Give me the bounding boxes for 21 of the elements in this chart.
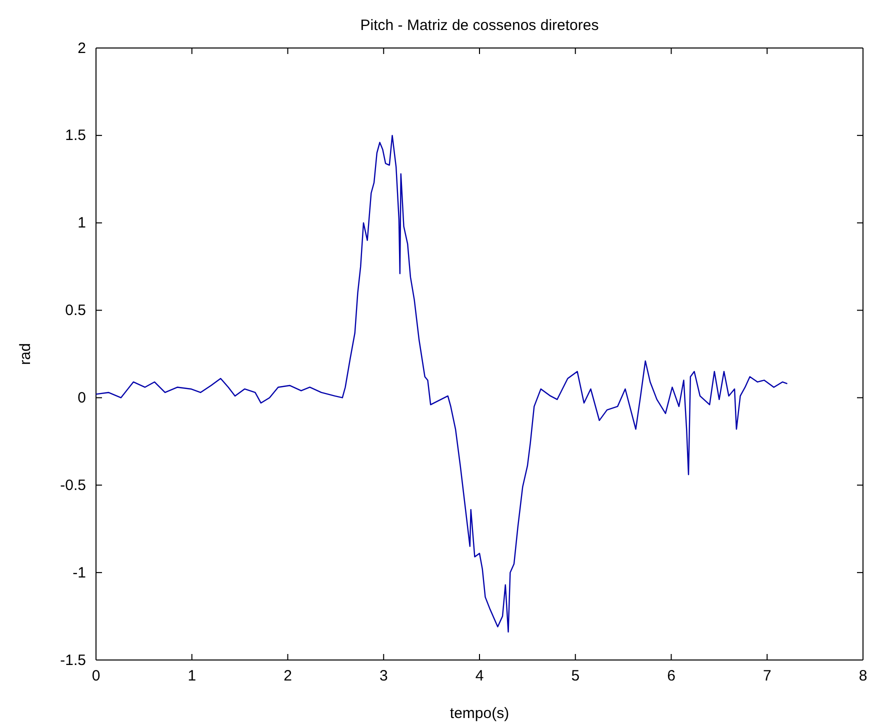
x-tick-label: 7	[762, 668, 772, 685]
x-tick-label: 3	[379, 668, 388, 685]
x-tick-label: 8	[858, 668, 868, 685]
y-tick-label: 0.5	[65, 302, 86, 320]
x-tick-label: 5	[571, 668, 580, 685]
x-tick-label: 6	[667, 668, 676, 685]
x-tick-label: 1	[188, 668, 196, 685]
y-tick-label: 1.5	[65, 127, 86, 144]
y-tick-label: 2	[78, 40, 86, 57]
line-series	[95, 134, 788, 633]
chart-title: Pitch - Matriz de cossenos diretores	[360, 17, 599, 34]
y-tick-label: -1	[72, 564, 86, 582]
y-tick-label: 0	[78, 390, 86, 407]
x-tick-label: 4	[475, 668, 484, 685]
y-tick-label: -1.5	[60, 652, 86, 669]
x-tick-label: 0	[92, 668, 100, 685]
y-tick-label: 1	[78, 214, 86, 232]
x-tick-label: 2	[284, 668, 292, 685]
y-tick-label: -0.5	[60, 476, 86, 494]
y-axis-title: rad	[17, 343, 34, 365]
x-axis-title: tempo(s)	[450, 705, 510, 722]
